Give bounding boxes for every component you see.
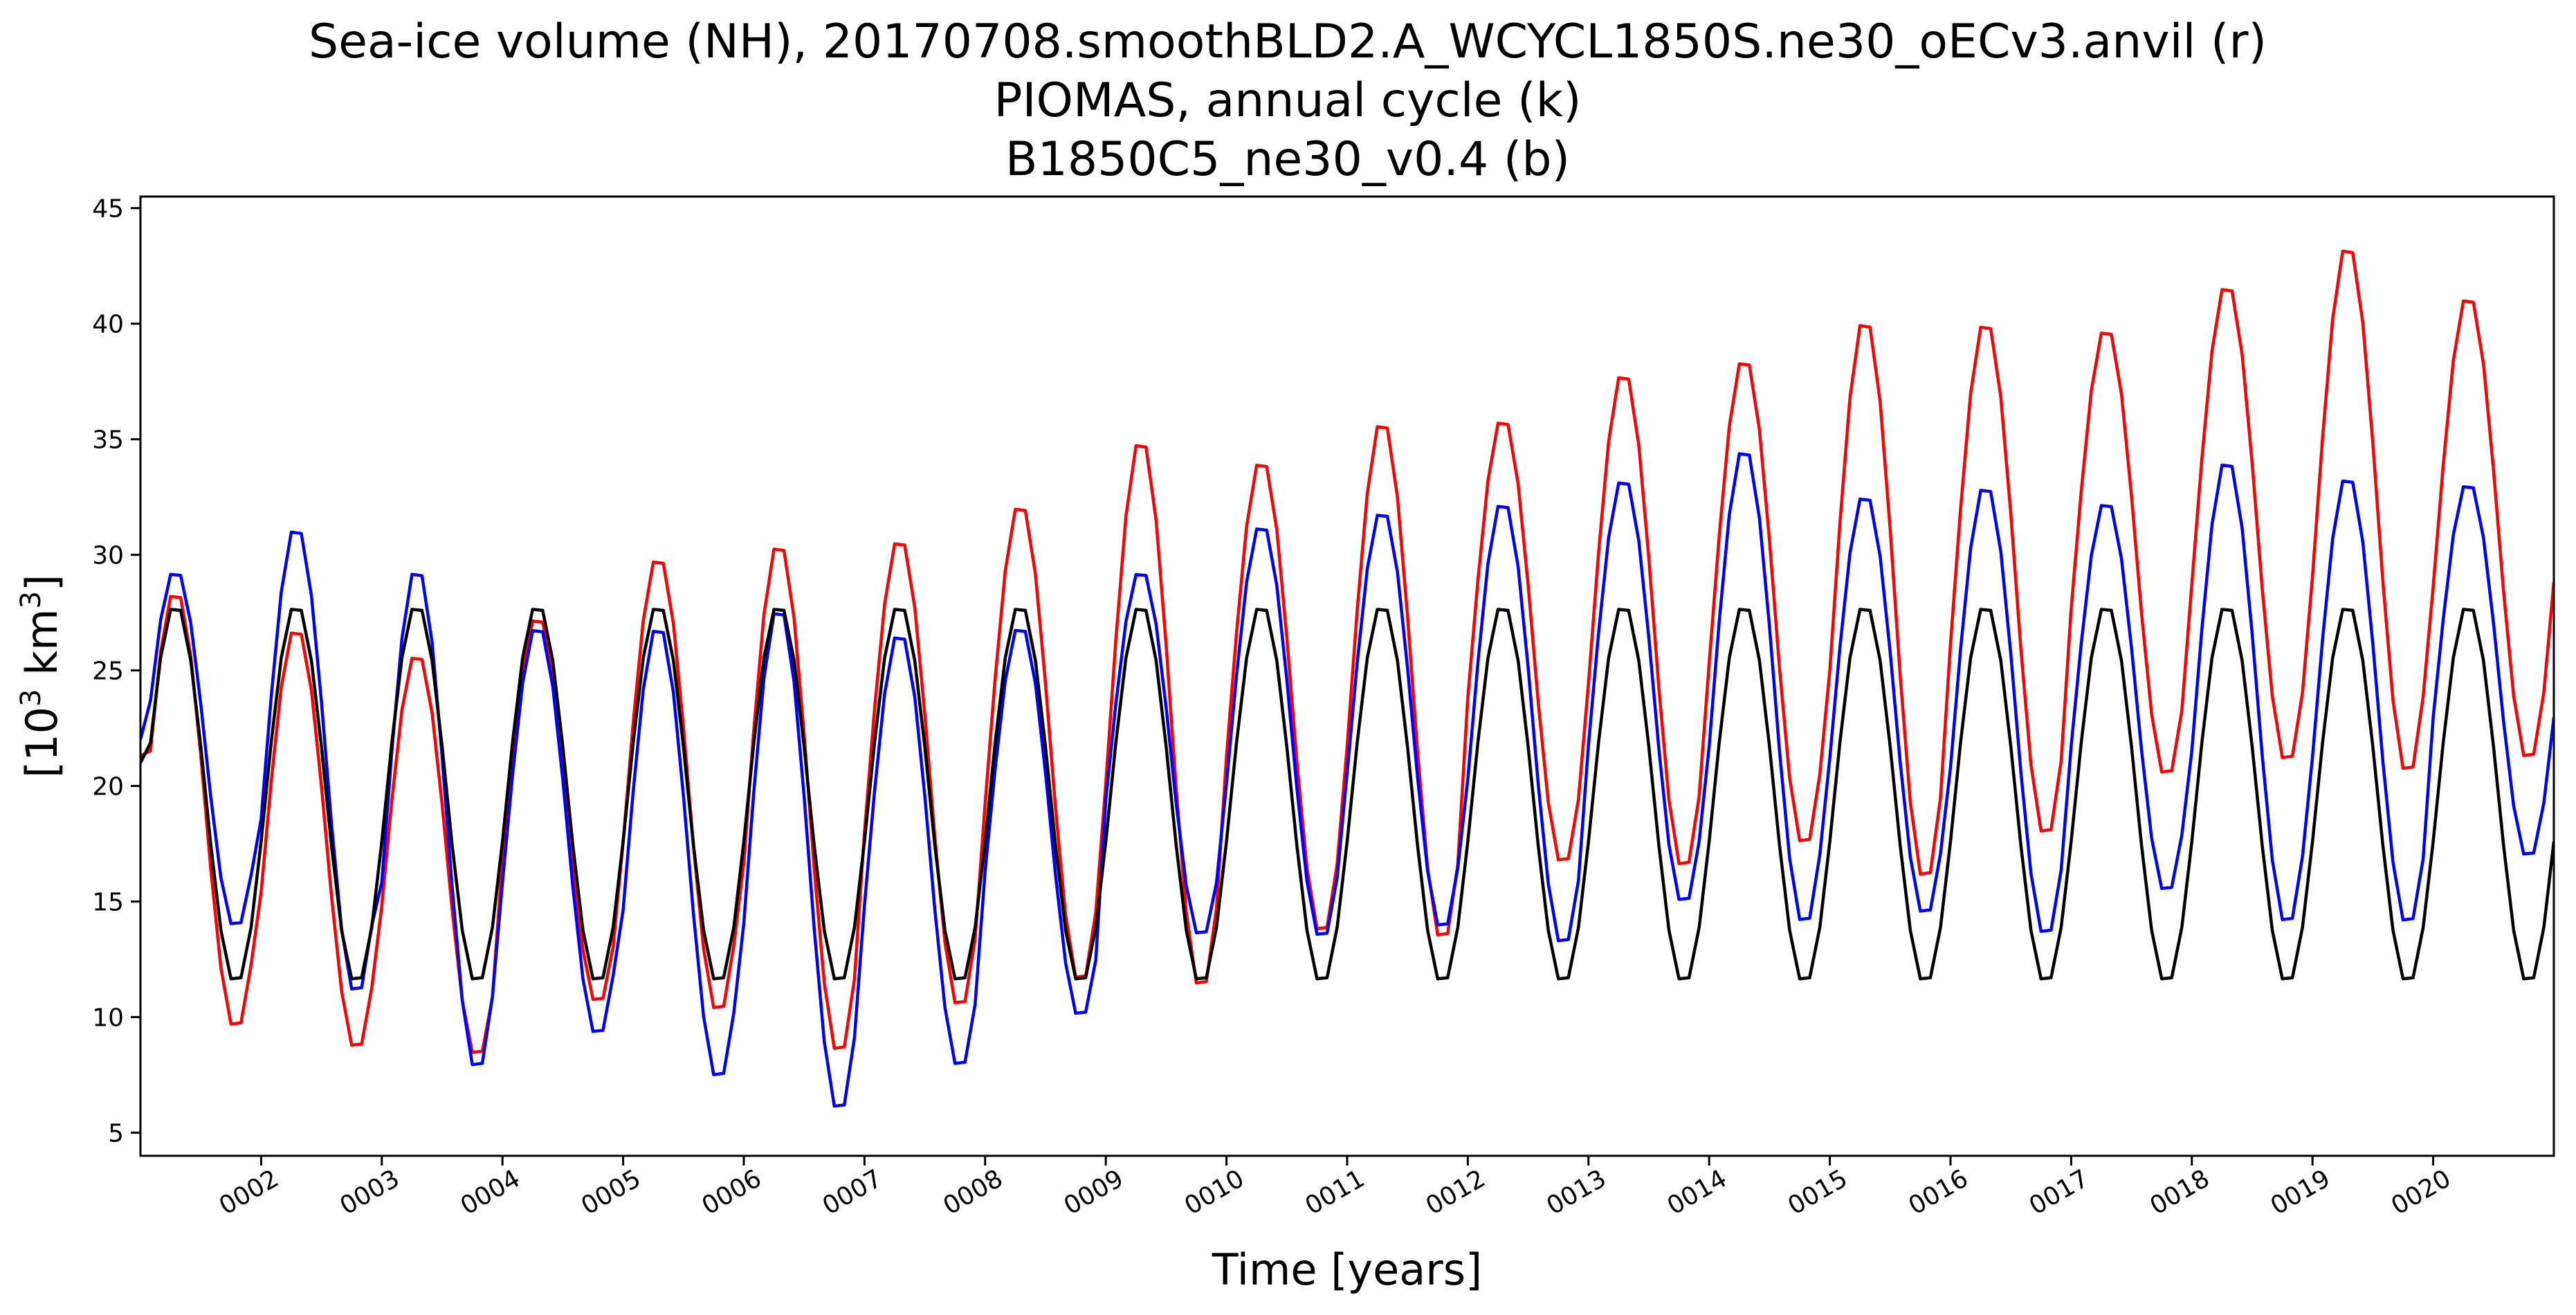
x-tick-label: 0009 bbox=[1059, 1164, 1129, 1220]
y-tick-label: 5 bbox=[108, 1120, 124, 1148]
x-tick-label: 0015 bbox=[1783, 1164, 1852, 1220]
x-tick-label: 0012 bbox=[1421, 1164, 1490, 1220]
x-tick-label: 0017 bbox=[2025, 1164, 2094, 1220]
x-tick-label: 0002 bbox=[214, 1164, 284, 1220]
series-line-0 bbox=[140, 249, 2554, 1054]
plot-area bbox=[139, 195, 2555, 1157]
chart-title-line-2: PIOMAS, annual cycle (k) bbox=[994, 73, 1581, 128]
x-tick-label: 0011 bbox=[1301, 1164, 1370, 1220]
y-axis-label-prefix: [10 bbox=[17, 707, 67, 778]
y-axis-label: [103 km3] bbox=[15, 574, 67, 778]
y-tick-label: 40 bbox=[92, 311, 124, 339]
chart-title-line-3: B1850C5_ne30_v0.4 (b) bbox=[1005, 132, 1570, 187]
y-tick-label: 45 bbox=[92, 195, 124, 224]
x-tick-label: 0004 bbox=[456, 1164, 525, 1220]
plot-frame bbox=[139, 195, 2555, 1157]
x-tick-label: 0018 bbox=[2145, 1164, 2214, 1220]
x-tick-label: 0003 bbox=[335, 1164, 404, 1220]
x-tick-label: 0006 bbox=[697, 1164, 767, 1220]
y-tick-label: 10 bbox=[92, 1004, 124, 1033]
y-tick-label: 25 bbox=[92, 658, 124, 686]
y-axis-label-sup: 3 bbox=[15, 689, 47, 707]
x-tick-label: 0014 bbox=[1663, 1164, 1732, 1220]
x-tick-label: 0013 bbox=[1542, 1164, 1611, 1220]
y-axis-label-sup2: 3 bbox=[15, 591, 47, 608]
series-line-1 bbox=[140, 452, 2554, 1108]
x-tick-label: 0010 bbox=[1180, 1164, 1249, 1220]
y-tick-label: 15 bbox=[92, 889, 124, 917]
x-axis-ticks: 0002 0003 0004 0005 0006 0007 0008 0009 0010 0011… bbox=[214, 1156, 2456, 1221]
y-axis-label-suffix: km bbox=[17, 609, 67, 689]
y-tick-label: 35 bbox=[92, 426, 124, 455]
x-tick-label: 0007 bbox=[818, 1164, 887, 1220]
x-tick-label: 0019 bbox=[2266, 1164, 2335, 1220]
x-axis-label: Time [years] bbox=[1212, 1244, 1482, 1295]
x-tick-label: 0020 bbox=[2386, 1164, 2456, 1220]
series-line-2 bbox=[140, 608, 2554, 981]
y-tick-label: 20 bbox=[92, 773, 124, 801]
x-tick-label: 0008 bbox=[938, 1164, 1007, 1220]
y-axis-ticks: 5 10 15 20 25 30 35 40 45 bbox=[92, 195, 140, 1148]
x-tick-label: 0016 bbox=[1904, 1164, 1973, 1220]
y-axis-label-end: ] bbox=[17, 574, 67, 591]
series-lines bbox=[140, 249, 2554, 1108]
x-tick-label: 0005 bbox=[576, 1164, 646, 1220]
y-tick-label: 30 bbox=[92, 542, 124, 570]
chart-title-line-1: Sea-ice volume (NH), 20170708.smoothBLD2… bbox=[309, 15, 2267, 69]
